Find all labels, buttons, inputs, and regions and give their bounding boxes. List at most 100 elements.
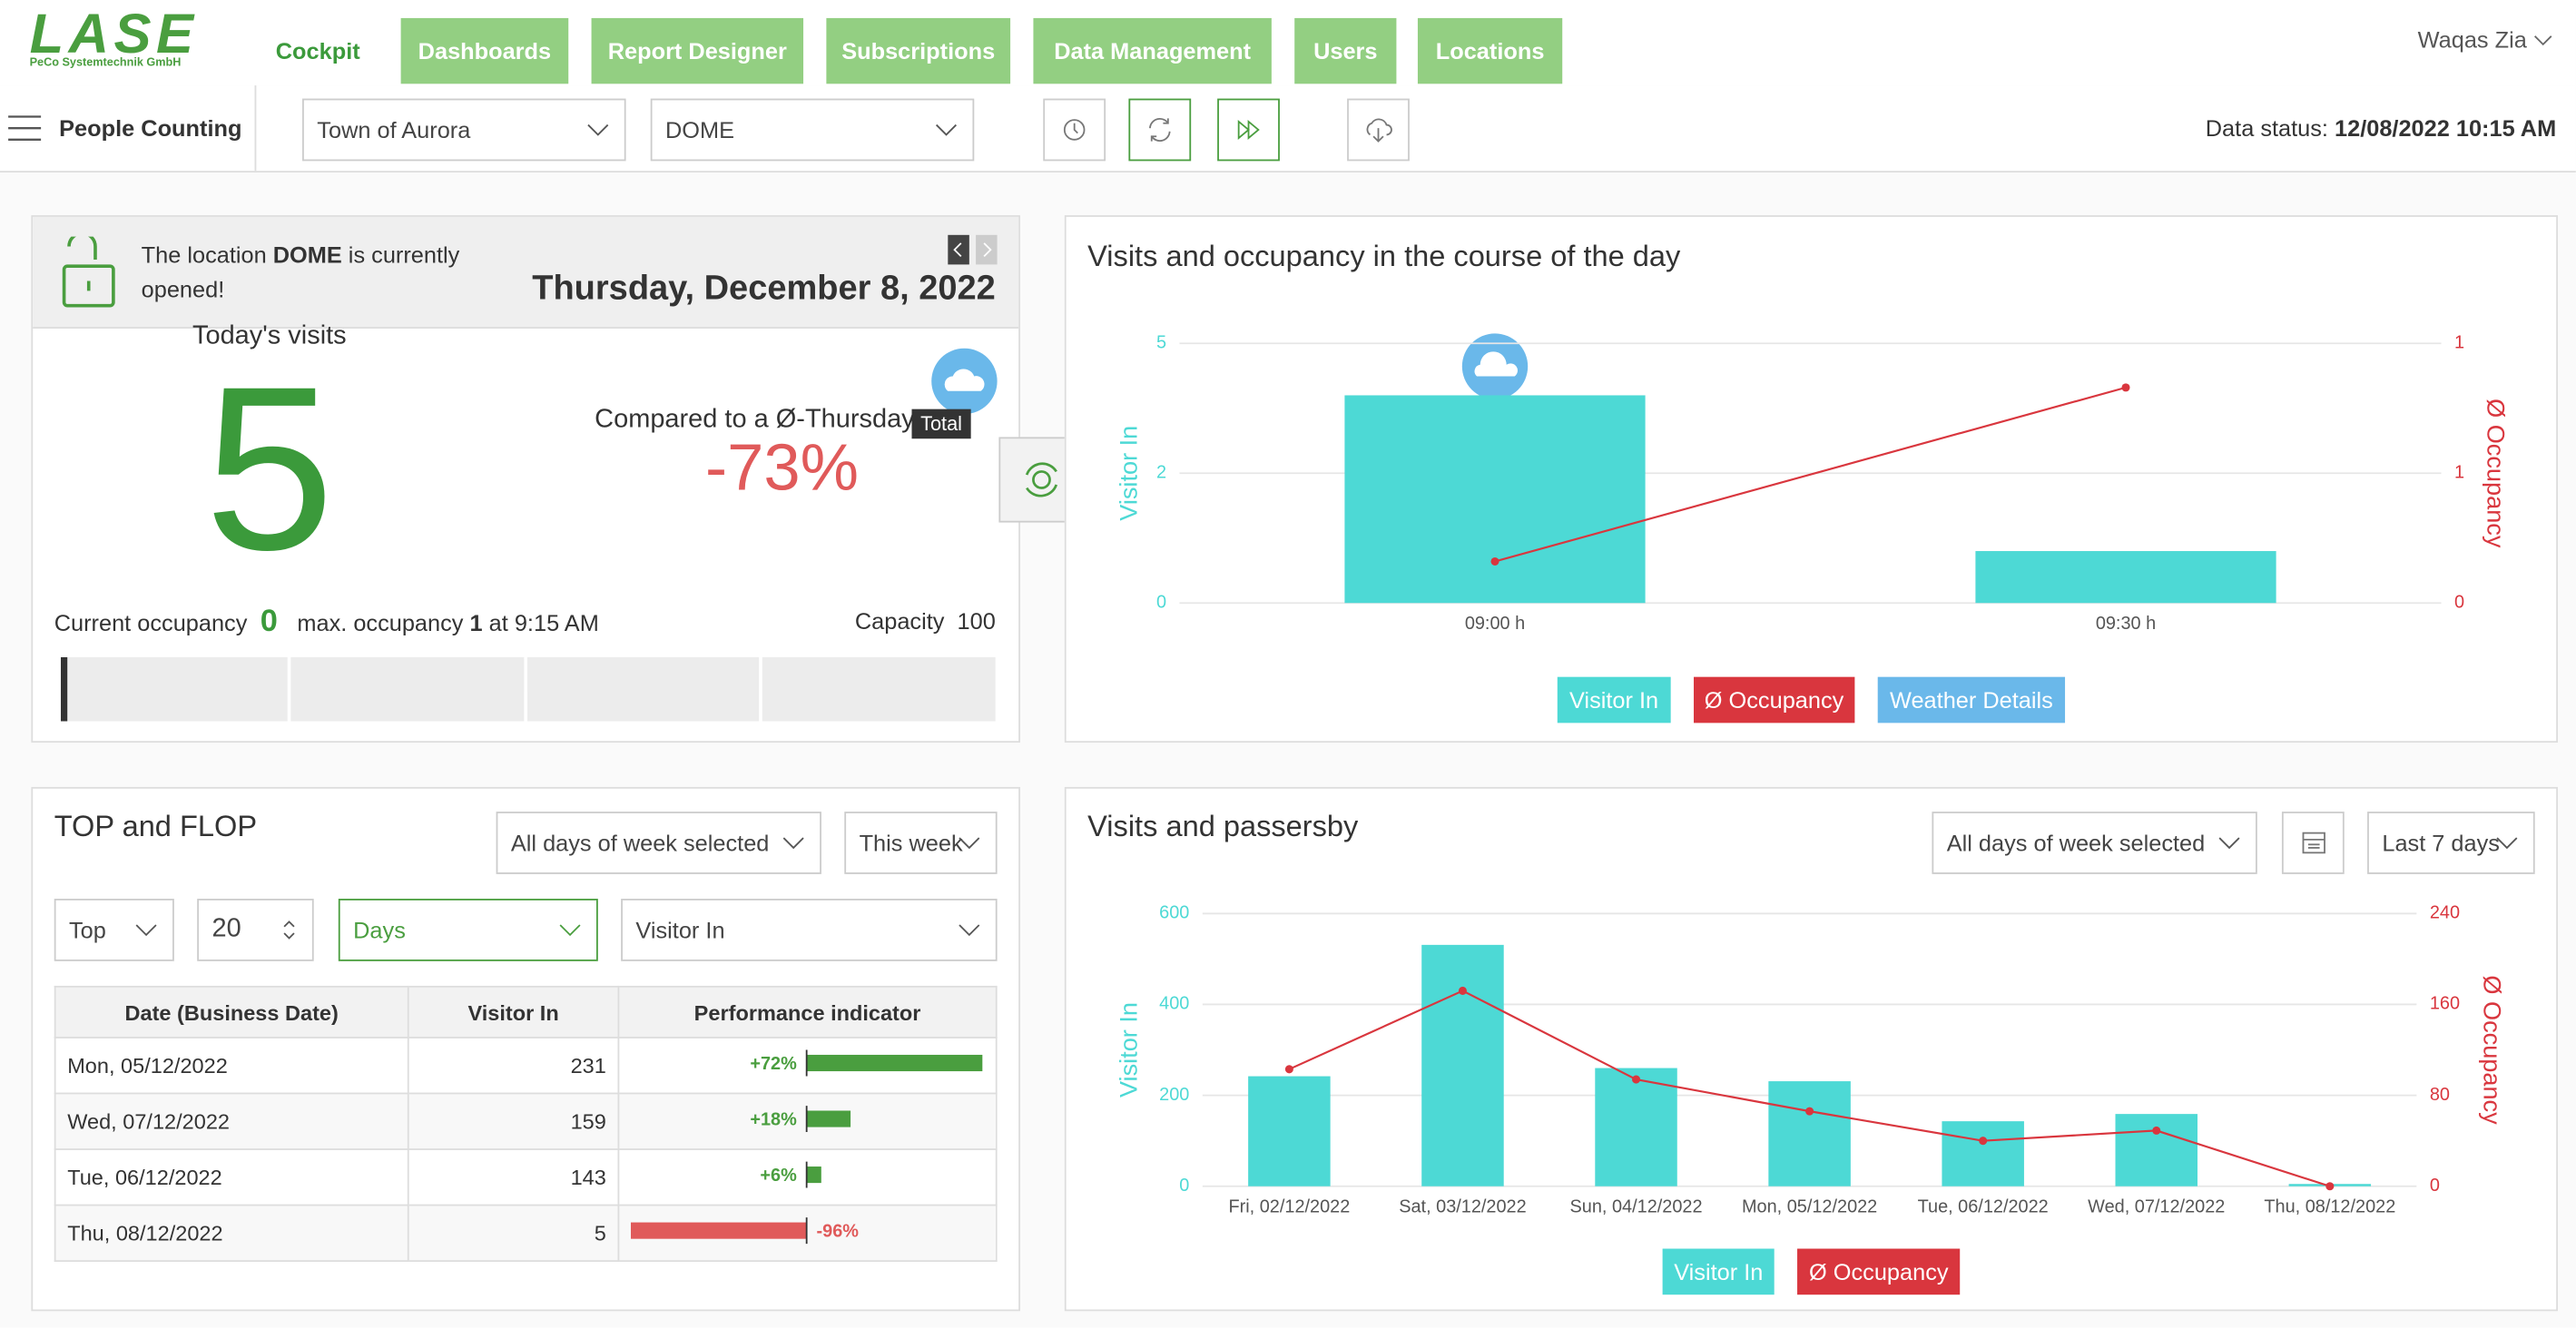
next-button[interactable] xyxy=(976,234,998,265)
module-title: People Counting xyxy=(59,114,242,142)
message-location: DOME xyxy=(272,241,342,269)
table-row: Wed, 07/12/2022 159 +18% xyxy=(54,1092,998,1150)
days-select[interactable]: All days of week selected xyxy=(1932,812,2257,874)
indicator-cell: +72% xyxy=(617,1037,998,1095)
legend-item[interactable]: Ø Occupancy xyxy=(1797,1248,1961,1295)
indicator-cell: +6% xyxy=(617,1148,998,1206)
nav-tab[interactable]: Data Management xyxy=(1033,17,1272,84)
top-bar xyxy=(0,0,2576,86)
weather-icon xyxy=(931,348,998,415)
indicator-label: -96% xyxy=(817,1222,860,1242)
legend: Visitor In Ø Occupancy Weather Details xyxy=(1067,676,2557,724)
nav-tab[interactable]: Subscriptions xyxy=(826,17,1011,84)
day-chart-card: Visits and occupancy in the course of th… xyxy=(1064,215,2559,743)
indicator-bar xyxy=(631,1222,807,1239)
status-label: Data status: xyxy=(2205,114,2328,142)
select-text: This week xyxy=(859,829,963,856)
top-flop-table: Date (Business Date) Visitor In Performanc… xyxy=(54,985,998,1263)
status-date: Thursday, December 8, 2022 xyxy=(532,269,996,308)
max-value: 1 xyxy=(469,609,483,636)
data-status: Data status: 12/08/2022 10:15 AM xyxy=(2206,115,2556,142)
logo-sub: PeCo Systemtechnik GmbH xyxy=(29,57,182,70)
message-text: The location xyxy=(141,241,267,269)
count-input[interactable]: 20 xyxy=(197,899,314,961)
legend: Visitor In Ø Occupancy xyxy=(1067,1248,2557,1295)
table-row: Thu, 08/12/2022 5 -96% xyxy=(54,1204,998,1263)
refresh-button[interactable] xyxy=(1128,98,1192,162)
select-text: Last 7 days xyxy=(2382,829,2500,856)
user-name: Waqas Zia xyxy=(2417,25,2527,53)
visitor-cell: 143 xyxy=(407,1148,620,1206)
visitor-cell: 5 xyxy=(407,1204,620,1263)
indicator-label: +6% xyxy=(760,1166,797,1186)
legend-item[interactable]: Visitor In xyxy=(1662,1248,1775,1295)
divider xyxy=(254,85,257,172)
site-select[interactable]: DOME xyxy=(650,98,975,162)
occupancy-label: Current occupancy xyxy=(54,609,248,636)
indicator-bar xyxy=(806,1054,983,1072)
calendar-button[interactable] xyxy=(2281,812,2345,874)
chart-title: Visits and occupancy in the course of th… xyxy=(1087,240,1681,273)
nav-tab[interactable]: Users xyxy=(1294,17,1397,84)
legend-item[interactable]: Ø Occupancy xyxy=(1693,676,1855,724)
cloud-button[interactable] xyxy=(1347,98,1410,162)
status-card: The location DOME is currently opened! T… xyxy=(31,215,1020,743)
legend-item[interactable]: Weather Details xyxy=(1878,676,2065,724)
location-select[interactable]: Town of Aurora xyxy=(302,98,626,162)
indicator-label: +18% xyxy=(750,1110,797,1130)
top-flop-card: TOP and FLOP All days of week selected T… xyxy=(31,786,1020,1312)
week-chart-card: Visits and passersby All days of week se… xyxy=(1064,786,2559,1312)
visits-value: 5 xyxy=(204,338,335,600)
capacity-value: 100 xyxy=(957,607,996,635)
card-title: TOP and FLOP xyxy=(54,810,258,843)
occupancy-row: Current occupancy 0 max. occupancy 1 at … xyxy=(54,605,599,641)
compare-label: Compared to a Ø-Thursday xyxy=(595,406,915,434)
date-cell: Wed, 07/12/2022 xyxy=(54,1092,409,1150)
prev-button[interactable] xyxy=(948,234,969,265)
metric-select[interactable]: Visitor In xyxy=(621,899,998,961)
occupancy-bar xyxy=(60,656,68,722)
legend-item[interactable]: Visitor In xyxy=(1558,676,1670,724)
select-text: All days of week selected xyxy=(1946,829,2206,856)
max-label: max. occupancy xyxy=(297,609,464,636)
visits-label: Today's visits xyxy=(192,321,347,350)
indicator-bar xyxy=(806,1167,821,1184)
visitor-cell: 231 xyxy=(407,1037,620,1095)
indicator: +72% xyxy=(750,1049,983,1077)
date-cell: Tue, 06/12/2022 xyxy=(54,1148,409,1206)
days-select[interactable]: All days of week selected xyxy=(496,812,821,874)
column-header: Performance indicator xyxy=(617,985,998,1039)
table-row: Mon, 05/12/2022 231 +72% xyxy=(54,1037,998,1095)
chevron xyxy=(2534,35,2552,46)
nav-tab[interactable]: Dashboards xyxy=(400,17,569,84)
nav-tab[interactable]: Cockpit xyxy=(258,17,379,84)
select-text: Days xyxy=(353,916,406,943)
history-button[interactable] xyxy=(1043,98,1106,162)
header-row: Date (Business Date) Visitor In Performanc… xyxy=(54,985,998,1039)
logo[interactable]: LASE xyxy=(29,3,199,66)
indicator-bar xyxy=(806,1110,851,1127)
status-value: 12/08/2022 10:15 AM xyxy=(2335,114,2557,142)
compare-badge: Total xyxy=(911,409,971,439)
compare-value: -73% xyxy=(704,432,860,505)
period-select[interactable]: Last 7 days xyxy=(2367,812,2535,874)
message-text: is currently opened! xyxy=(141,241,460,303)
forward-button[interactable] xyxy=(1217,98,1280,162)
status-header xyxy=(33,216,1019,329)
unit-select[interactable]: Days xyxy=(338,899,598,961)
date-cell: Mon, 05/12/2022 xyxy=(54,1037,409,1095)
capacity-bar xyxy=(60,656,996,722)
indicator: -96% xyxy=(631,1217,860,1245)
indicator-cell: -96% xyxy=(617,1204,998,1263)
period-select[interactable]: This week xyxy=(844,812,998,874)
mode-select[interactable]: Top xyxy=(54,899,174,961)
indicator: +18% xyxy=(750,1106,851,1133)
hamburger[interactable] xyxy=(8,115,42,142)
chart-title: Visits and passersby xyxy=(1087,810,1359,843)
max-time: at 9:15 AM xyxy=(488,609,599,636)
user-menu[interactable]: Waqas Zia xyxy=(2418,26,2553,53)
select-text: All days of week selected xyxy=(510,829,770,856)
select-text: DOME xyxy=(665,116,735,143)
nav-tab[interactable]: Locations xyxy=(1417,17,1563,84)
nav-tab[interactable]: Report Designer xyxy=(591,17,804,84)
